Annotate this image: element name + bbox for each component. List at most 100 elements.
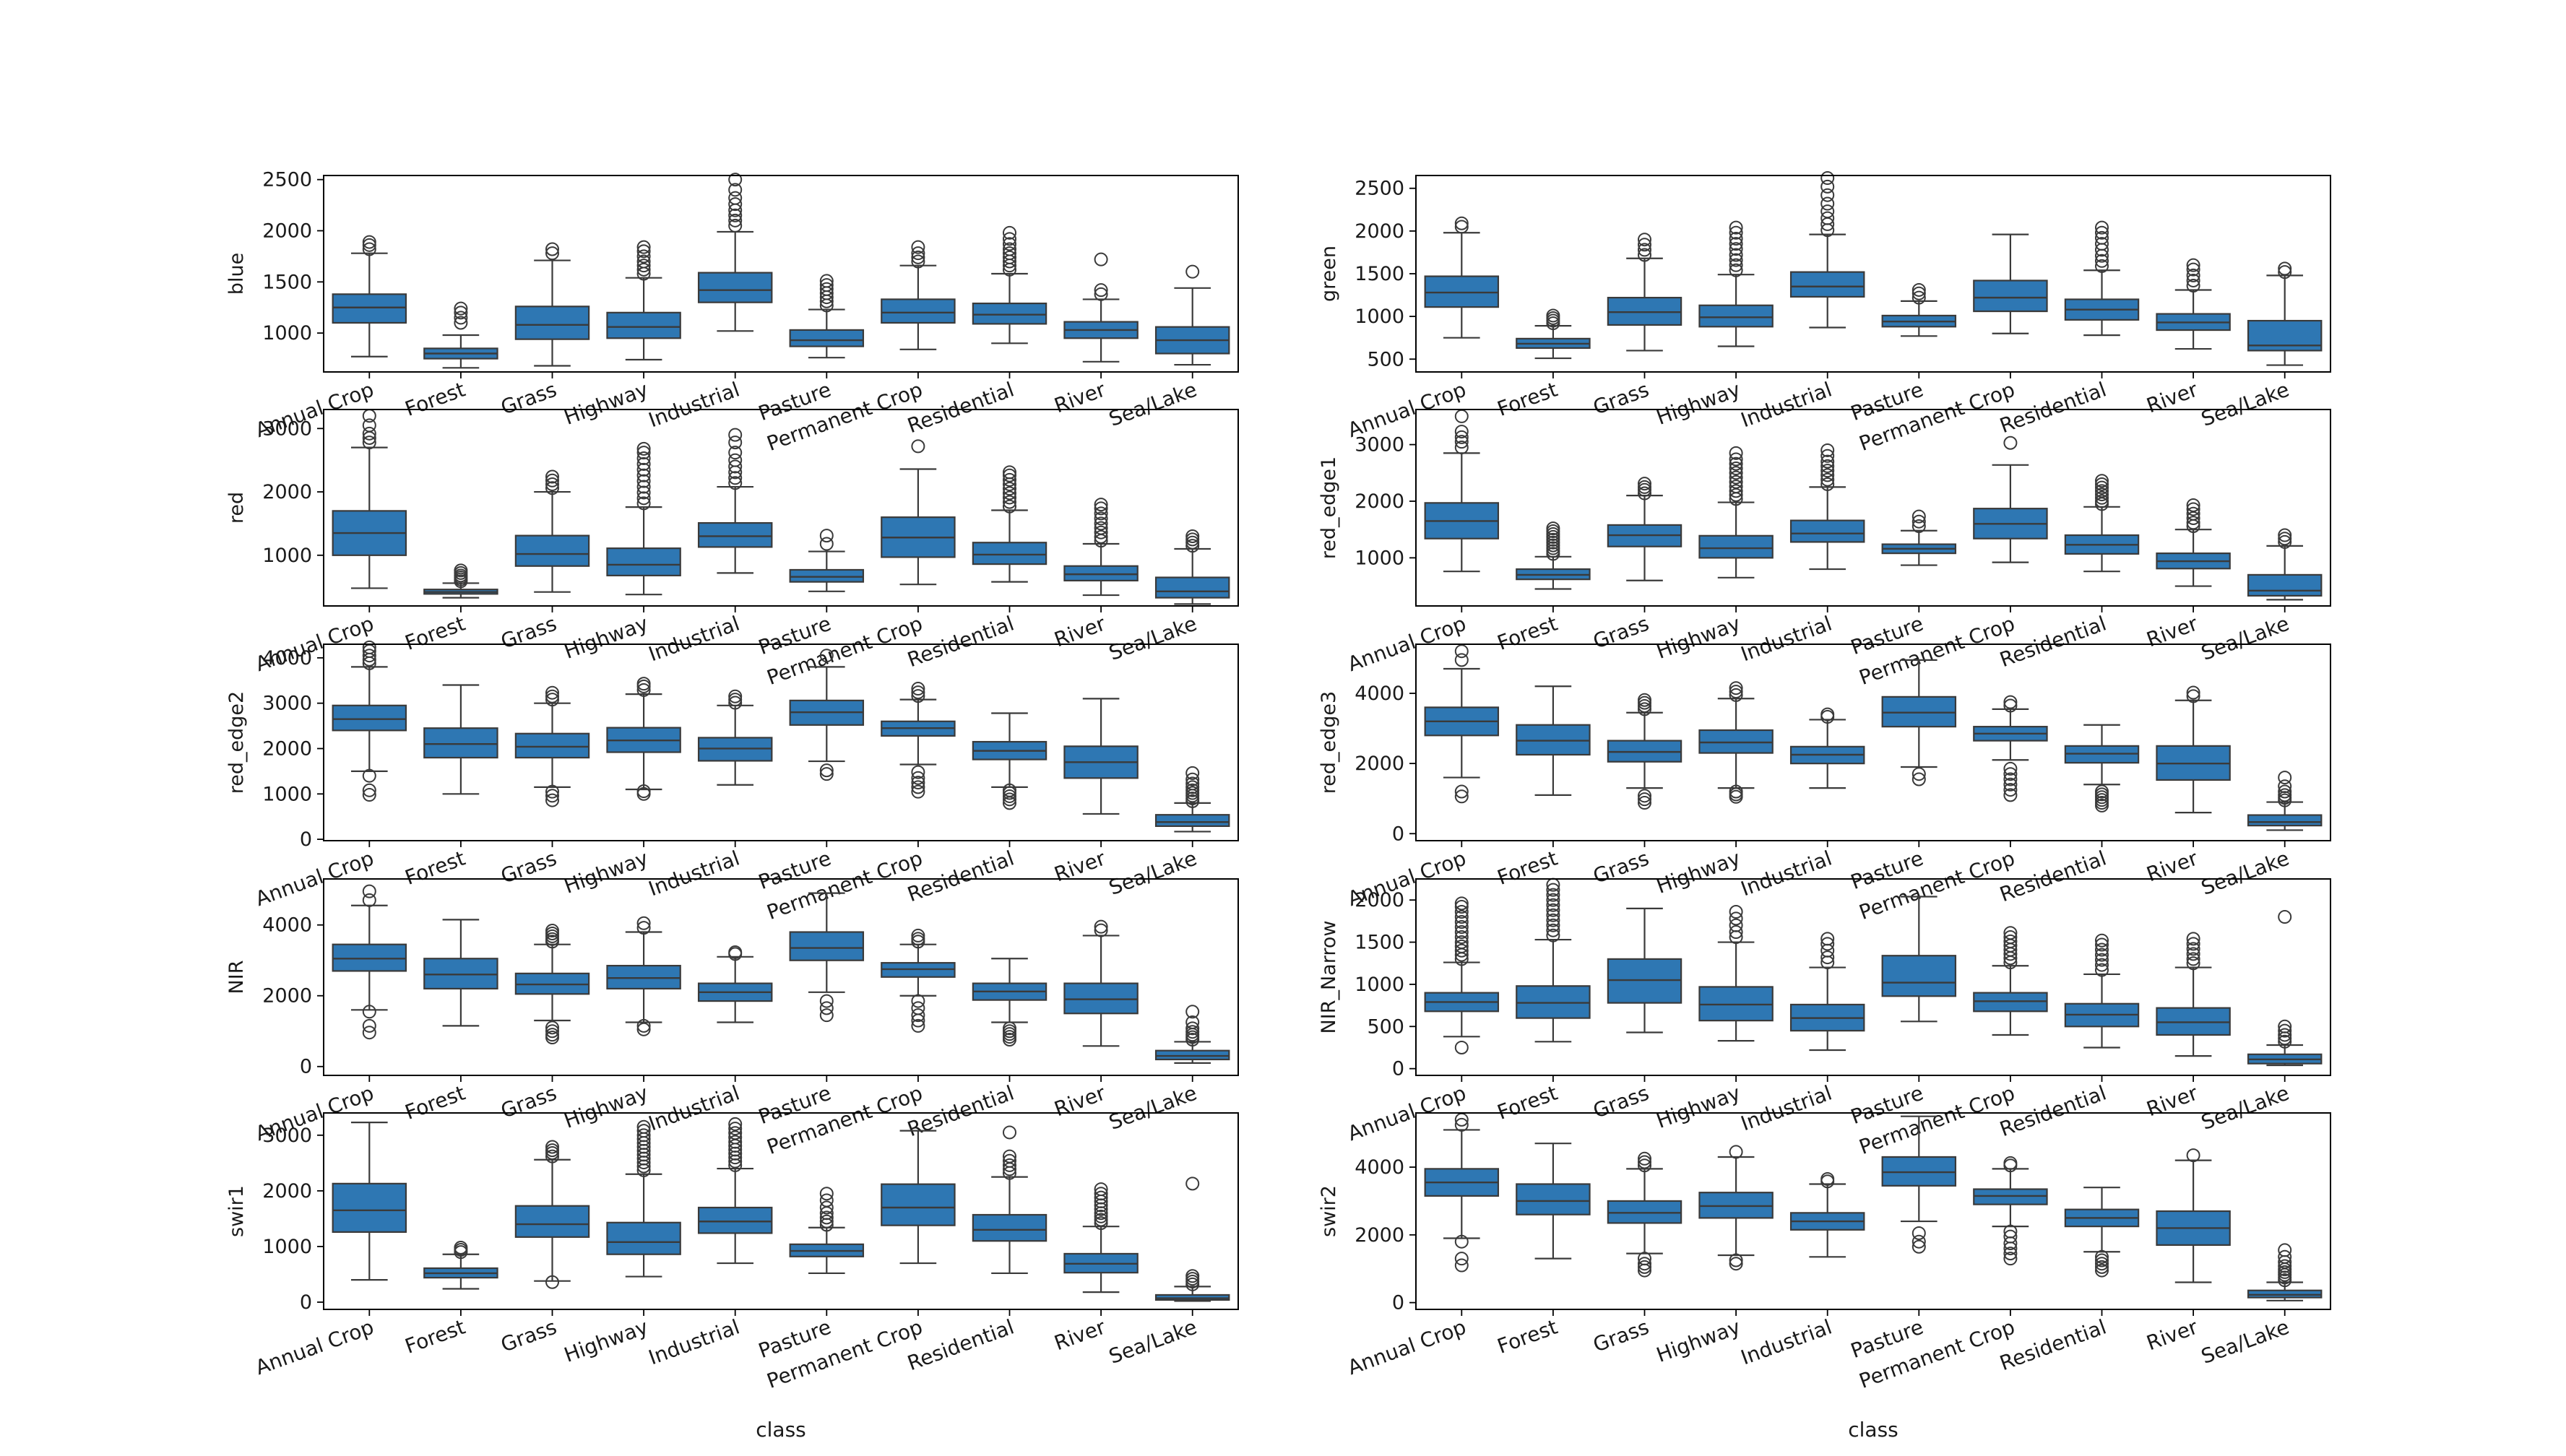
outlier-point (1003, 486, 1016, 500)
box-blue-0 (332, 235, 407, 358)
iqr-box (1063, 982, 1139, 1015)
box-blue-8 (1063, 252, 1139, 363)
iqr-box (1789, 519, 1865, 543)
outlier-point (636, 451, 651, 466)
iqr-box (514, 534, 590, 567)
outlier-point (2095, 490, 2109, 505)
box-swir1-0 (332, 1121, 407, 1281)
outlier-point (1820, 937, 1835, 951)
box-green-8 (2156, 258, 2231, 350)
iqr-box (881, 298, 956, 324)
outlier-point (2186, 937, 2200, 951)
outlier-point (2186, 952, 2200, 966)
outlier-point (911, 685, 925, 700)
iqr-box (332, 704, 407, 732)
outlier-point (1454, 900, 1469, 914)
outlier-point (2003, 772, 2018, 786)
box-swir2-2 (1607, 1151, 1682, 1278)
outlier-point (1003, 499, 1016, 514)
y-tick-label: 2000 (1355, 753, 1404, 775)
box-red_edge3-7 (2064, 724, 2140, 812)
outlier-point (728, 1126, 743, 1140)
iqr-box (789, 568, 865, 583)
outlier-point (362, 238, 376, 252)
outlier-point (819, 649, 834, 663)
outlier-point (2095, 1257, 2109, 1271)
outlier-point (1185, 1176, 1200, 1191)
outlier-point (1094, 923, 1108, 937)
outlier-point (1729, 681, 1743, 696)
y-tick-label: 0 (1392, 1292, 1404, 1314)
outlier-point (1003, 482, 1016, 496)
outlier-point (1454, 943, 1469, 958)
outlier-point (728, 191, 743, 205)
outlier-point (1729, 253, 1743, 267)
iqr-box (1698, 304, 1774, 328)
outlier-point (1638, 233, 1651, 247)
outlier-point (1454, 220, 1469, 234)
outlier-point (819, 1001, 834, 1015)
box-swir1-8 (1063, 1182, 1139, 1294)
outlier-point (911, 994, 925, 1008)
box-red_edge1-8 (2156, 498, 2231, 587)
outlier-point (819, 537, 834, 551)
iqr-box (1881, 696, 1957, 728)
outlier-point (1546, 893, 1560, 907)
outlier-point (636, 1124, 651, 1138)
outlier-point (1185, 1015, 1200, 1029)
outlier-point (1638, 248, 1651, 262)
iqr-box (1881, 955, 1957, 997)
outlier-point (2186, 516, 2200, 530)
y-tick-label: 2000 (1355, 1224, 1404, 1247)
outlier-point (454, 1240, 468, 1254)
box-NIR-9 (1154, 1005, 1230, 1064)
outlier-point (1454, 1040, 1469, 1054)
box-swir1-4 (697, 1117, 773, 1265)
outlier-point (545, 1149, 559, 1164)
outlier-point (728, 183, 743, 197)
outlier-point (1094, 1182, 1108, 1197)
box-red-6 (881, 439, 956, 586)
outlier-point (362, 649, 376, 663)
y-tick-label: 2000 (262, 220, 312, 243)
box-red-3 (606, 441, 681, 596)
outlier-point (2095, 237, 2109, 251)
iqr-box (606, 547, 681, 576)
outlier-point (454, 563, 468, 578)
box-red_edge3-5 (1881, 659, 1957, 786)
outlier-point (2003, 934, 2018, 948)
outlier-point (1911, 282, 1926, 297)
outlier-point (1638, 693, 1651, 707)
outlier-point (1003, 237, 1016, 251)
axes-frame (323, 409, 1239, 607)
box-blue-6 (881, 240, 956, 350)
outlier-point (1454, 644, 1469, 659)
outlier-point (2278, 779, 2292, 794)
outlier-point (1454, 430, 1469, 444)
y-axis-label: red_edge1 (1318, 456, 1340, 559)
outlier-point (2095, 225, 2109, 240)
outlier-point (636, 456, 651, 471)
y-tick-label: 1000 (262, 1236, 312, 1258)
outlier-point (1003, 1021, 1016, 1036)
iqr-box (514, 306, 590, 340)
box-blue-5 (789, 274, 865, 359)
outlier-point (636, 254, 651, 269)
outlier-point (911, 765, 925, 779)
outlier-point (1820, 188, 1835, 202)
outlier-point (362, 436, 376, 450)
outlier-point (728, 696, 743, 710)
iqr-box (606, 311, 681, 339)
outlier-point (362, 893, 376, 907)
outlier-point (2278, 1023, 2292, 1038)
outlier-point (2186, 685, 2200, 700)
box-NIR_Narrow-2 (1607, 907, 1682, 1034)
outlier-point (911, 246, 925, 261)
outlier-point (728, 1130, 743, 1145)
outlier-point (2003, 1247, 2018, 1261)
outlier-point (1094, 529, 1108, 544)
box-swir2-0 (1424, 1112, 1500, 1273)
outlier-point (545, 789, 559, 803)
y-axis-label: NIR_Narrow (1318, 921, 1340, 1034)
outlier-point (1729, 925, 1743, 940)
